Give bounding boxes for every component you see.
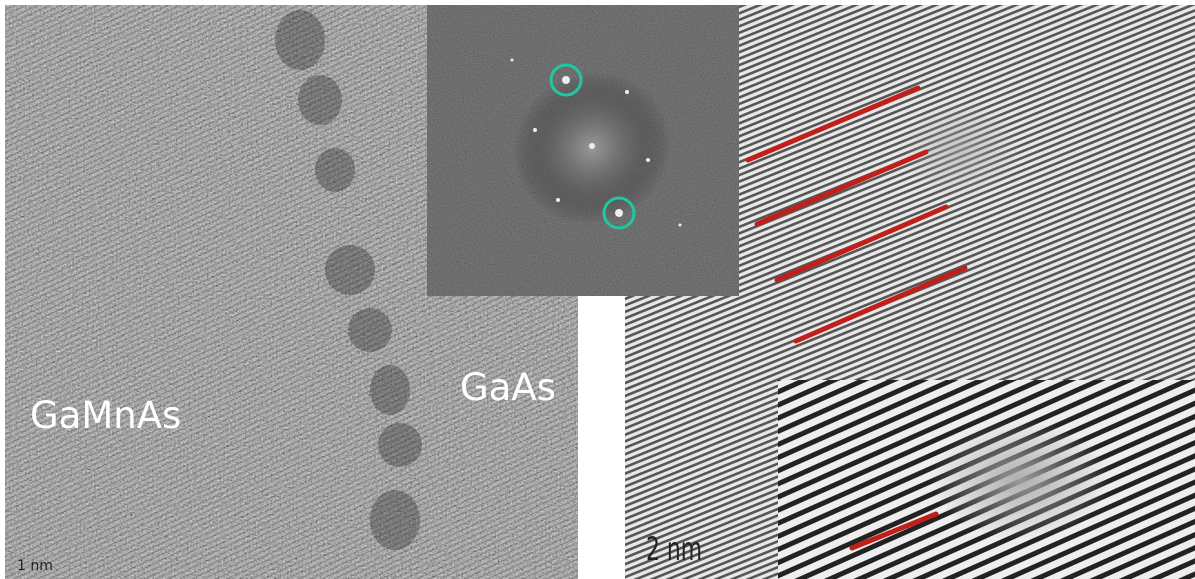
- inset-blur: [930, 420, 1110, 540]
- fft-inset: [427, 5, 739, 296]
- label-gamnas: GaMnAs: [30, 394, 181, 437]
- page: GaMnAs GaAs 1 nm 2 nm (() => { co: [0, 0, 1195, 579]
- scale-bar-label-right: 2 nm: [646, 530, 702, 568]
- scale-bar-label-left: 1 nm: [17, 558, 53, 574]
- figure: GaMnAs GaAs 1 nm 2 nm: [0, 0, 1195, 579]
- label-gaas: GaAs: [460, 366, 556, 409]
- panel-blur: [900, 100, 1020, 200]
